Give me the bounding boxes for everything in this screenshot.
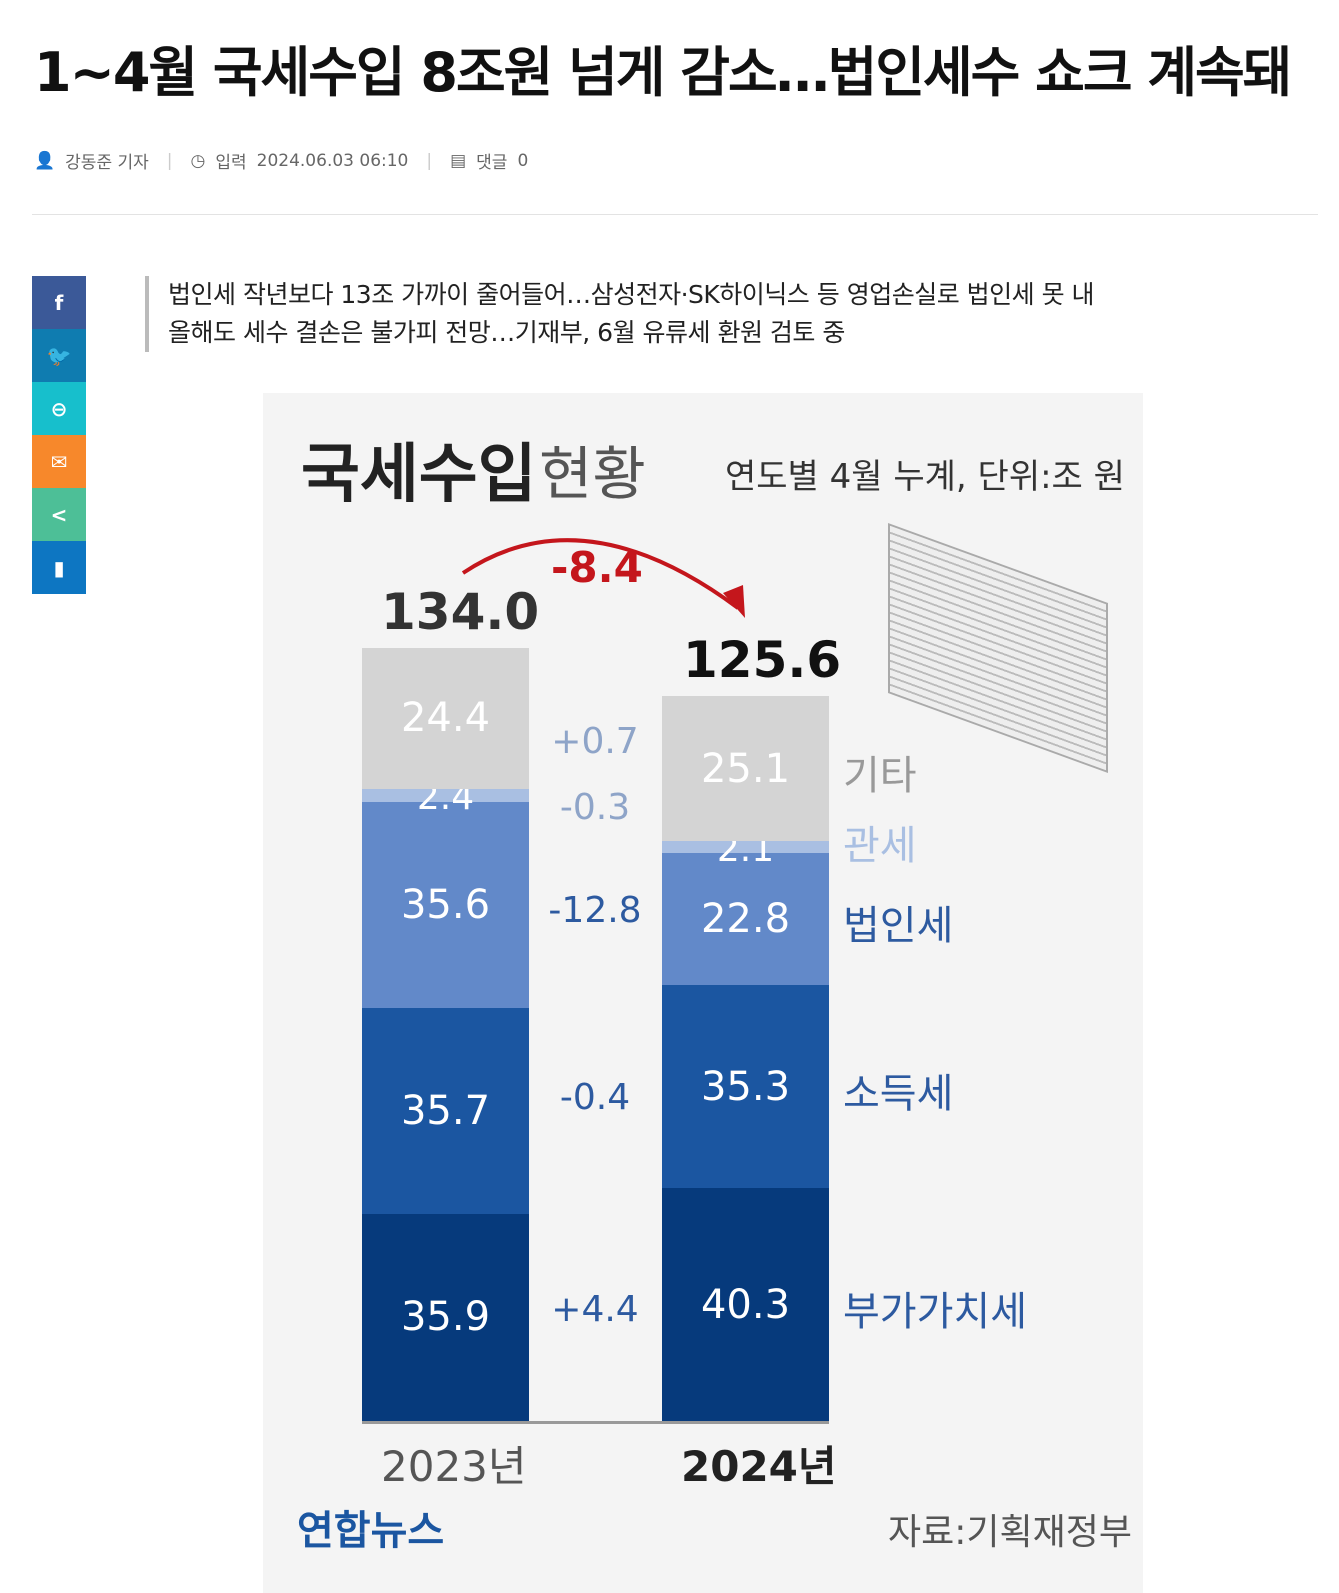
series-label: 관세 bbox=[843, 823, 917, 870]
bar-segment: 2.1 bbox=[662, 829, 829, 870]
link-icon: ⊖ bbox=[50, 396, 68, 421]
data-label: 24.4 bbox=[400, 695, 491, 742]
chart-title-suffix: 현황 bbox=[539, 440, 646, 508]
comments-link[interactable]: 댓글 bbox=[476, 153, 508, 173]
decrease-arrow bbox=[461, 538, 745, 618]
data-label: 22.8 bbox=[700, 895, 791, 942]
chart-source: 자료:기획재정부 bbox=[888, 1512, 1132, 1553]
x-axis bbox=[362, 1421, 829, 1424]
bar-segment: 35.3 bbox=[662, 984, 829, 1189]
data-label: 35.7 bbox=[400, 1087, 491, 1134]
series-label: 법인세 bbox=[843, 903, 954, 949]
yonhap-logo: 연합뉴스 bbox=[297, 1508, 445, 1554]
user-icon: 👤 bbox=[34, 150, 56, 171]
date-label: 입력 bbox=[215, 153, 247, 173]
change-label: +0.7 bbox=[551, 721, 639, 763]
twitter-share-button[interactable]: 🐦 bbox=[32, 329, 86, 382]
facebook-icon: f bbox=[54, 290, 64, 315]
article-meta: 👤 강동준 기자 | ◷ 입력 2024.06.03 06:10 | ▤ 댓글 0 bbox=[34, 148, 529, 174]
data-label: 25.1 bbox=[700, 745, 791, 792]
series-label: 부가가치세 bbox=[843, 1288, 1027, 1335]
data-label: 35.3 bbox=[700, 1063, 791, 1110]
clock-icon: ◷ bbox=[190, 150, 206, 171]
data-label: 35.9 bbox=[400, 1294, 491, 1341]
divider: | bbox=[166, 150, 173, 171]
summary-line: 법인세 작년보다 13조 가까이 줄어들어…삼성전자·SK하이닉스 등 영업손실… bbox=[168, 280, 1095, 309]
bar-segment: 35.9 bbox=[362, 1213, 529, 1421]
bar-segment: 25.1 bbox=[662, 696, 829, 842]
bar-segment: 22.8 bbox=[662, 853, 829, 985]
comment-count: 0 bbox=[517, 150, 529, 171]
link-share-button[interactable]: ⊖ bbox=[32, 382, 86, 435]
bar-segment: 35.6 bbox=[362, 802, 529, 1008]
bookmark-icon: ▮ bbox=[53, 555, 65, 580]
mail-share-button[interactable]: ✉ bbox=[32, 435, 86, 488]
infographic-chart: 국세수입 현황 연도별 4월 누계, 단위:조 원 -8.4 134.0 125… bbox=[263, 393, 1143, 1593]
bar-segment: 2.4 bbox=[362, 777, 529, 818]
summary-line: 올해도 세수 결손은 불가피 전망…기재부, 6월 유류세 환원 검토 중 bbox=[168, 318, 845, 347]
twitter-icon: 🐦 bbox=[46, 343, 72, 368]
x-label-2023: 2023년 bbox=[381, 1442, 527, 1491]
divider bbox=[32, 214, 1318, 215]
author: 강동준 기자 bbox=[65, 153, 149, 173]
total-2024: 125.6 bbox=[683, 631, 842, 689]
date: 2024.06.03 06:10 bbox=[256, 150, 409, 171]
total-2023: 134.0 bbox=[381, 583, 540, 641]
change-label: +4.4 bbox=[551, 1289, 639, 1331]
change-label: -12.8 bbox=[548, 890, 642, 932]
chart-subtitle: 연도별 4월 누계, 단위:조 원 bbox=[725, 457, 1125, 497]
chart-title: 국세수입 bbox=[301, 438, 537, 512]
series-label: 기타 bbox=[843, 752, 917, 799]
mail-icon: ✉ bbox=[50, 449, 68, 474]
bar-segment: 40.3 bbox=[662, 1188, 829, 1421]
data-label: 35.6 bbox=[400, 882, 491, 929]
article-summary: 법인세 작년보다 13조 가까이 줄어들어…삼성전자·SK하이닉스 등 영업손실… bbox=[145, 276, 1095, 352]
comment-icon: ▤ bbox=[450, 150, 467, 171]
change-label: -0.4 bbox=[559, 1076, 631, 1118]
bookmark-share-button[interactable]: ▮ bbox=[32, 541, 86, 594]
total-change: -8.4 bbox=[551, 543, 643, 592]
change-label: -0.3 bbox=[559, 787, 631, 829]
share-icon: < bbox=[50, 502, 68, 527]
bar-segment: 24.4 bbox=[362, 647, 529, 789]
money-stack-icon bbox=[888, 522, 1108, 774]
bar-segment: 35.7 bbox=[362, 1007, 529, 1214]
share-bar: f 🐦 ⊖ ✉ < ▮ bbox=[32, 276, 86, 594]
article-title: 1~4월 국세수입 8조원 넘게 감소…법인세수 쇼크 계속돼 bbox=[34, 41, 1292, 104]
facebook-share-button[interactable]: f bbox=[32, 276, 86, 329]
x-label-2024: 2024년 bbox=[681, 1442, 837, 1491]
series-label: 소득세 bbox=[843, 1070, 954, 1117]
share-share-button[interactable]: < bbox=[32, 488, 86, 541]
data-label: 40.3 bbox=[700, 1281, 791, 1328]
divider: | bbox=[426, 150, 433, 171]
